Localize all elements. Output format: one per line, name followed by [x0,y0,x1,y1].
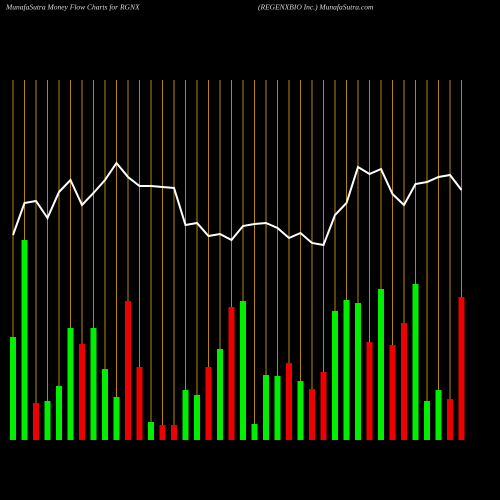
bar [33,403,39,440]
bar [113,397,120,440]
bar [182,390,189,440]
bar [217,349,223,440]
bar [378,289,384,440]
chart-subtitle: (REGENXBIO Inc.) MunafaSutra.com [258,3,374,12]
bar [401,323,407,440]
bar [458,297,465,440]
money-flow-line [12,161,463,247]
bar [274,376,281,440]
bar [228,307,235,440]
bar [343,300,350,440]
bar [194,395,200,440]
bar [286,363,292,440]
bar [21,240,28,440]
bar [136,367,143,440]
bar [102,369,108,440]
chart-title: MunafaSutra Money Flow Charts for RGNX [5,3,140,12]
bar [366,342,373,440]
bar [355,303,361,440]
bar [389,345,396,440]
bar [205,367,212,440]
bar [424,401,430,440]
bar [251,424,258,440]
bar [297,381,304,440]
bar [148,422,154,440]
bar [56,386,62,440]
bar [263,375,269,440]
bar [10,337,16,440]
bar [309,389,315,440]
bar [240,301,246,440]
bar [412,284,419,440]
bar [159,425,166,440]
bar [320,372,327,440]
bar [332,311,338,440]
bar [44,401,51,440]
bar [90,328,97,440]
bar [67,328,74,440]
bar [79,344,85,440]
bar [171,425,177,440]
bar [125,301,131,440]
bar [447,399,453,440]
bar [435,390,442,440]
